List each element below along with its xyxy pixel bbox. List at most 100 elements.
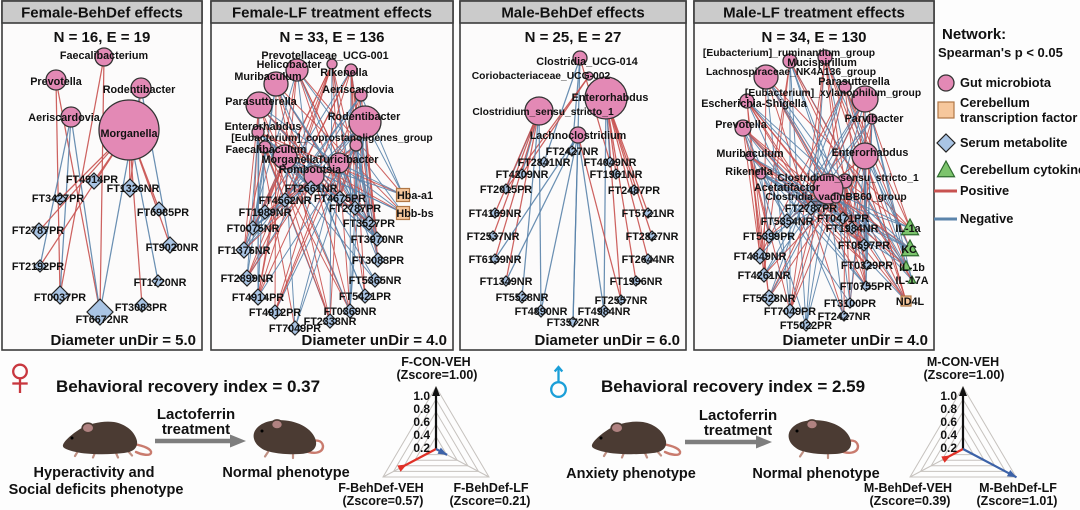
svg-text:Cerebellum cytokine: Cerebellum cytokine: [960, 162, 1080, 177]
svg-text:Cerebellum: Cerebellum: [960, 95, 1030, 110]
svg-text:Morganella: Morganella: [262, 154, 320, 166]
svg-text:Rikenella: Rikenella: [320, 67, 368, 79]
svg-text:Enterorhabdus: Enterorhabdus: [225, 121, 302, 133]
svg-text:FT6139NR: FT6139NR: [469, 254, 522, 266]
svg-text:Clostridia_UCG-014: Clostridia_UCG-014: [536, 56, 637, 68]
svg-text:FT0329PR: FT0329PR: [841, 260, 893, 272]
svg-text:N = 16, E = 19: N = 16, E = 19: [54, 29, 151, 46]
svg-text:(Zscore=0.21): (Zscore=0.21): [450, 494, 531, 508]
svg-text:FT2557NR: FT2557NR: [595, 295, 648, 307]
svg-text:M-CON-VEH: M-CON-VEH: [927, 355, 999, 369]
svg-text:(Zscore=1.01): (Zscore=1.01): [977, 494, 1058, 508]
svg-text:Behavioral recovery index = 2.: Behavioral recovery index = 2.59: [601, 377, 865, 396]
svg-text:Enterorhabdus: Enterorhabdus: [572, 92, 649, 104]
svg-text:FT1349NR: FT1349NR: [480, 276, 533, 288]
svg-text:FT4169NR: FT4169NR: [469, 208, 522, 220]
svg-text:(Zscore=1.00): (Zscore=1.00): [924, 368, 1005, 382]
svg-text:ND4L: ND4L: [896, 296, 925, 308]
svg-text:FT1376NR: FT1376NR: [218, 245, 271, 257]
svg-text:FT5365NR: FT5365NR: [349, 275, 402, 287]
svg-text:Diameter unDir = 6.0: Diameter unDir = 6.0: [535, 332, 680, 349]
svg-text:FT0471PR: FT0471PR: [817, 213, 869, 225]
svg-text:FT1996NR: FT1996NR: [610, 276, 663, 288]
svg-text:N = 34, E = 130: N = 34, E = 130: [761, 29, 866, 46]
svg-text:Muribaculum: Muribaculum: [716, 148, 783, 160]
svg-text:FT5421PR: FT5421PR: [339, 291, 391, 303]
svg-text:FT1984NR: FT1984NR: [826, 223, 879, 235]
svg-text:FT4261NR: FT4261NR: [738, 270, 791, 282]
svg-text:treatment: treatment: [704, 422, 772, 439]
svg-text:FT2644NR: FT2644NR: [622, 254, 675, 266]
svg-text:IL-1b: IL-1b: [899, 262, 925, 274]
svg-text:Rodentibacter: Rodentibacter: [328, 111, 401, 123]
svg-text:Mucispirillum: Mucispirillum: [787, 57, 857, 69]
svg-text:Clostridium_sensu_stricto_1: Clostridium_sensu_stricto_1: [777, 173, 919, 184]
svg-text:FT4849NR: FT4849NR: [734, 251, 787, 263]
svg-text:Prevotella: Prevotella: [715, 119, 768, 131]
svg-text:FT4912PR: FT4912PR: [249, 307, 301, 319]
svg-text:FT4984NR: FT4984NR: [578, 306, 631, 318]
svg-text:Behavioral recovery index = 0.: Behavioral recovery index = 0.37: [56, 377, 320, 396]
svg-text:FT2827NR: FT2827NR: [626, 231, 679, 243]
svg-text:KC: KC: [901, 244, 917, 256]
svg-text:Lactoferrin: Lactoferrin: [157, 406, 235, 423]
svg-text:Anxiety phenotype: Anxiety phenotype: [566, 466, 696, 482]
svg-text:Hba-a1: Hba-a1: [397, 190, 433, 202]
svg-text:IL-17A: IL-17A: [896, 275, 929, 287]
svg-text:FT9020NR: FT9020NR: [146, 242, 199, 254]
svg-text:Diameter unDir = 4.0: Diameter unDir = 4.0: [783, 332, 928, 349]
svg-text:FT5528NR: FT5528NR: [496, 292, 549, 304]
svg-text:Turicibacter: Turicibacter: [317, 154, 379, 166]
svg-text:IL-1a: IL-1a: [895, 223, 921, 235]
svg-text:FT2787PR: FT2787PR: [785, 203, 837, 215]
svg-text:FT5528NR: FT5528NR: [743, 293, 796, 305]
svg-text:FT1961NR: FT1961NR: [590, 169, 643, 181]
svg-text:FT2787PR: FT2787PR: [12, 225, 64, 237]
svg-text:FT7049PR: FT7049PR: [764, 306, 816, 318]
svg-text:Parasutterella: Parasutterella: [818, 76, 890, 88]
svg-text:Helicobacter: Helicobacter: [257, 59, 323, 71]
svg-text:N = 33, E = 136: N = 33, E = 136: [279, 29, 384, 46]
svg-text:Serum metabolite: Serum metabolite: [960, 135, 1067, 150]
svg-text:Romboutsia: Romboutsia: [279, 164, 342, 176]
svg-text:FT5022PR: FT5022PR: [780, 320, 832, 332]
svg-text:Spearman's p < 0.05: Spearman's p < 0.05: [938, 45, 1063, 60]
svg-text:FT4914PR: FT4914PR: [66, 174, 118, 186]
svg-text:Muribaculum: Muribaculum: [234, 71, 301, 83]
svg-text:FT2427NR: FT2427NR: [818, 311, 871, 323]
svg-text:FT2661NR: FT2661NR: [285, 183, 338, 195]
svg-text:FT4049NR: FT4049NR: [584, 157, 637, 169]
svg-text:FT1720NR: FT1720NR: [134, 277, 187, 289]
svg-text:FT5399PR: FT5399PR: [743, 231, 795, 243]
svg-text:FT0075NR: FT0075NR: [227, 223, 280, 235]
svg-text:N = 25, E = 27: N = 25, E = 27: [525, 29, 622, 46]
svg-text:0.2: 0.2: [413, 441, 430, 455]
svg-text:Female-LF treatment effects: Female-LF treatment effects: [232, 5, 432, 22]
svg-text:Clostridia_vadinBB60_group: Clostridia_vadinBB60_group: [765, 192, 906, 203]
svg-text:FT4675PR: FT4675PR: [314, 193, 366, 205]
svg-text:F-CON-VEH: F-CON-VEH: [401, 355, 470, 369]
svg-text:FT0597PR: FT0597PR: [838, 240, 890, 252]
svg-text:FT1989NR: FT1989NR: [239, 207, 292, 219]
svg-text:0.8: 0.8: [940, 402, 957, 416]
svg-text:Rikenella: Rikenella: [725, 166, 773, 178]
svg-text:Normal phenotype: Normal phenotype: [752, 466, 879, 482]
svg-text:Faecalibacterium: Faecalibacterium: [60, 50, 148, 62]
svg-text:FT0369NR: FT0369NR: [324, 306, 377, 318]
svg-text:(Zscore=0.39): (Zscore=0.39): [870, 494, 951, 508]
svg-text:Parasutterella: Parasutterella: [225, 96, 297, 108]
svg-text:0.6: 0.6: [940, 415, 957, 429]
svg-text:Escherichia-Shigella: Escherichia-Shigella: [701, 98, 808, 110]
svg-text:Lactoferrin: Lactoferrin: [699, 407, 777, 424]
svg-text:Female-BehDef effects: Female-BehDef effects: [21, 5, 183, 22]
svg-text:Diameter unDir = 4.0: Diameter unDir = 4.0: [302, 332, 447, 349]
svg-text:(Zscore=0.57): (Zscore=0.57): [343, 494, 424, 508]
svg-text:Male-LF treatment effects: Male-LF treatment effects: [723, 5, 905, 22]
svg-text:FT3427PR: FT3427PR: [32, 193, 84, 205]
svg-text:Gut microbiota: Gut microbiota: [960, 75, 1052, 90]
svg-text:Diameter unDir = 5.0: Diameter unDir = 5.0: [51, 332, 196, 349]
svg-text:Clostridium_sensu_stricto_1: Clostridium_sensu_stricto_1: [472, 107, 614, 118]
svg-text:0.8: 0.8: [413, 402, 430, 416]
svg-text:FT3083PR: FT3083PR: [352, 255, 404, 267]
svg-text:[Eubacterium]_ruminantium_grou: [Eubacterium]_ruminantium_group: [703, 48, 875, 59]
